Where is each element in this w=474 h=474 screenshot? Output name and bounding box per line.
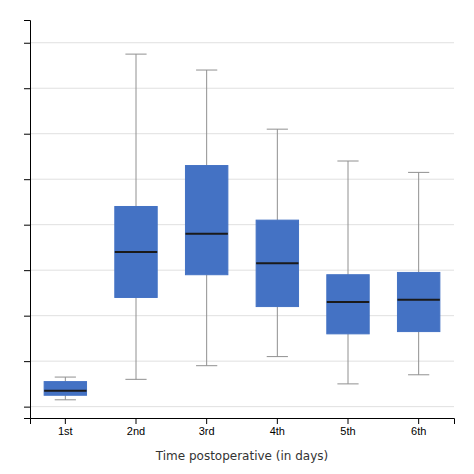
x-tick-label: 1st (58, 425, 73, 437)
median (44, 390, 86, 392)
lower-cap (267, 356, 288, 357)
grid-line (30, 42, 454, 43)
upper-cap (125, 54, 146, 55)
box-group (115, 54, 157, 379)
y-tick-mark (24, 316, 30, 317)
y-tick (24, 361, 30, 362)
lower-whisker (65, 395, 66, 400)
y-tick (24, 225, 30, 226)
median (397, 299, 439, 301)
lower-cap (55, 399, 76, 400)
grid-line (30, 224, 454, 225)
upper-whisker (65, 377, 66, 382)
box (327, 275, 369, 334)
x-axis-title: Time postoperative (in days) (155, 449, 329, 463)
x-tick: 1st (58, 418, 73, 437)
y-tick-mark (24, 225, 30, 226)
lower-cap (125, 379, 146, 380)
upper-cap (267, 129, 288, 130)
x-tick: 6th (411, 418, 426, 437)
y-tick (24, 134, 30, 135)
lower-cap (408, 374, 429, 375)
x-tick: 4th (270, 418, 285, 437)
y-tick-mark (24, 134, 30, 135)
x-tick-mark (348, 418, 349, 424)
y-tick (24, 179, 30, 180)
x-tick-label: 4th (270, 425, 285, 437)
plot: 1st 2nd 3rd 4th 5th 6th (24, 21, 455, 437)
lower-whisker (348, 334, 349, 384)
grid-line (30, 361, 454, 362)
lower-whisker (136, 297, 137, 379)
grid-line (30, 179, 454, 180)
y-tick (24, 270, 30, 271)
upper-cap (55, 377, 76, 378)
grid-line (30, 88, 454, 89)
x-tick-mark (277, 418, 278, 424)
grid-line (30, 406, 454, 407)
upper-whisker (277, 129, 278, 220)
upper-cap (408, 172, 429, 173)
box-group (327, 161, 369, 384)
box (115, 206, 157, 297)
x-tick: 5th (340, 418, 355, 437)
upper-cap (337, 161, 358, 162)
median (185, 233, 227, 235)
x-tick-label: 5th (340, 425, 355, 437)
x-tick-label: 6th (411, 425, 426, 437)
y-tick (24, 316, 30, 317)
upper-whisker (206, 70, 207, 166)
y-axis (24, 21, 31, 419)
y-tick (24, 407, 30, 408)
x-axis-line (31, 419, 455, 425)
upper-whisker (136, 54, 137, 206)
box (397, 272, 439, 331)
y-tick-mark (24, 270, 30, 271)
x-tick-mark (206, 418, 207, 424)
box-group (397, 172, 439, 374)
lower-whisker (277, 307, 278, 357)
upper-whisker (418, 172, 419, 272)
box (185, 166, 227, 275)
y-tick-mark (24, 179, 30, 180)
median (327, 301, 369, 303)
x-tick-label: 3rd (199, 425, 215, 437)
grid-line (30, 270, 454, 271)
box-group (256, 129, 298, 356)
y-tick-mark (24, 407, 30, 408)
chart-svg: 1st 2nd 3rd 4th 5th 6th Time postoperative (in… (0, 0, 474, 474)
boxes (44, 54, 440, 400)
box-group (185, 70, 227, 366)
y-tick-mark (24, 43, 30, 44)
y-tick (24, 43, 30, 44)
chart-container: 1st 2nd 3rd 4th 5th 6th Time postoperative (in… (0, 0, 474, 474)
y-tick-mark (24, 88, 30, 89)
upper-cap (196, 70, 217, 71)
lower-cap (337, 383, 358, 384)
x-tick-mark (136, 418, 137, 424)
upper-whisker (348, 161, 349, 275)
grid-line (30, 315, 454, 316)
lower-cap (196, 365, 217, 366)
y-tick (24, 88, 30, 89)
x-tick: 3rd (199, 418, 215, 437)
x-tick: 2nd (127, 418, 145, 437)
x-tick-mark (418, 418, 419, 424)
grid-line (30, 133, 454, 134)
box (256, 220, 298, 306)
x-tick-mark (65, 418, 66, 424)
lower-whisker (418, 332, 419, 375)
lower-whisker (206, 275, 207, 366)
y-axis-line (24, 21, 31, 419)
median (256, 262, 298, 264)
median (115, 251, 157, 253)
box (44, 382, 86, 396)
x-tick-label: 2nd (127, 425, 145, 437)
y-tick-mark (24, 361, 30, 362)
grid (30, 43, 454, 407)
box-group (44, 377, 86, 400)
x-axis: 1st 2nd 3rd 4th 5th 6th (31, 418, 455, 437)
